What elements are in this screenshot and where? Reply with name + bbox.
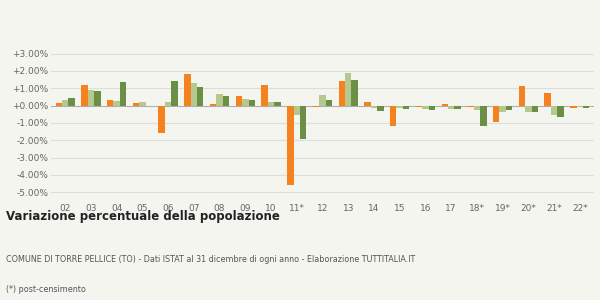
- Bar: [377, 106, 383, 111]
- Bar: [544, 93, 551, 106]
- Bar: [56, 103, 62, 106]
- Bar: [493, 106, 499, 122]
- Bar: [371, 106, 377, 108]
- Bar: [570, 106, 577, 108]
- Bar: [217, 94, 223, 106]
- Bar: [352, 80, 358, 106]
- Bar: [364, 102, 371, 106]
- Bar: [120, 82, 126, 106]
- Bar: [139, 102, 146, 106]
- Bar: [345, 73, 352, 106]
- Bar: [397, 106, 403, 108]
- Bar: [107, 100, 113, 106]
- Bar: [300, 106, 307, 140]
- Bar: [338, 81, 345, 106]
- Bar: [403, 106, 409, 109]
- Bar: [113, 101, 120, 106]
- Bar: [448, 106, 454, 109]
- Bar: [184, 74, 191, 106]
- Text: (*) post-censimento: (*) post-censimento: [6, 285, 86, 294]
- Bar: [223, 96, 229, 106]
- Bar: [506, 106, 512, 110]
- Bar: [68, 98, 75, 106]
- Bar: [287, 106, 293, 185]
- Bar: [236, 96, 242, 106]
- Bar: [172, 81, 178, 106]
- Bar: [133, 103, 139, 106]
- Bar: [262, 85, 268, 106]
- Bar: [326, 100, 332, 106]
- Bar: [293, 106, 300, 115]
- Bar: [191, 83, 197, 106]
- Bar: [442, 104, 448, 106]
- Bar: [197, 88, 203, 106]
- Bar: [422, 106, 428, 109]
- Bar: [390, 106, 397, 127]
- Text: COMUNE DI TORRE PELLICE (TO) - Dati ISTAT al 31 dicembre di ogni anno - Elaboraz: COMUNE DI TORRE PELLICE (TO) - Dati ISTA…: [6, 255, 415, 264]
- Bar: [577, 106, 583, 107]
- Bar: [248, 100, 255, 106]
- Bar: [242, 99, 248, 106]
- Bar: [525, 106, 532, 112]
- Bar: [583, 106, 589, 108]
- Bar: [473, 106, 480, 110]
- Bar: [428, 106, 435, 110]
- Text: Variazione percentuale della popolazione: Variazione percentuale della popolazione: [6, 210, 280, 223]
- Bar: [499, 106, 506, 112]
- Bar: [210, 104, 217, 106]
- Bar: [454, 106, 461, 109]
- Bar: [88, 90, 94, 106]
- Bar: [319, 95, 326, 106]
- Bar: [158, 106, 165, 133]
- Bar: [519, 86, 525, 106]
- Bar: [557, 106, 564, 117]
- Bar: [268, 102, 274, 106]
- Bar: [480, 106, 487, 126]
- Bar: [62, 100, 68, 106]
- Bar: [551, 106, 557, 115]
- Bar: [94, 91, 101, 106]
- Bar: [81, 85, 88, 106]
- Bar: [274, 102, 281, 106]
- Bar: [532, 106, 538, 112]
- Bar: [165, 102, 172, 106]
- Legend: Torre Pellice, Provincia di TO, Piemonte: Torre Pellice, Provincia di TO, Piemonte: [175, 0, 470, 3]
